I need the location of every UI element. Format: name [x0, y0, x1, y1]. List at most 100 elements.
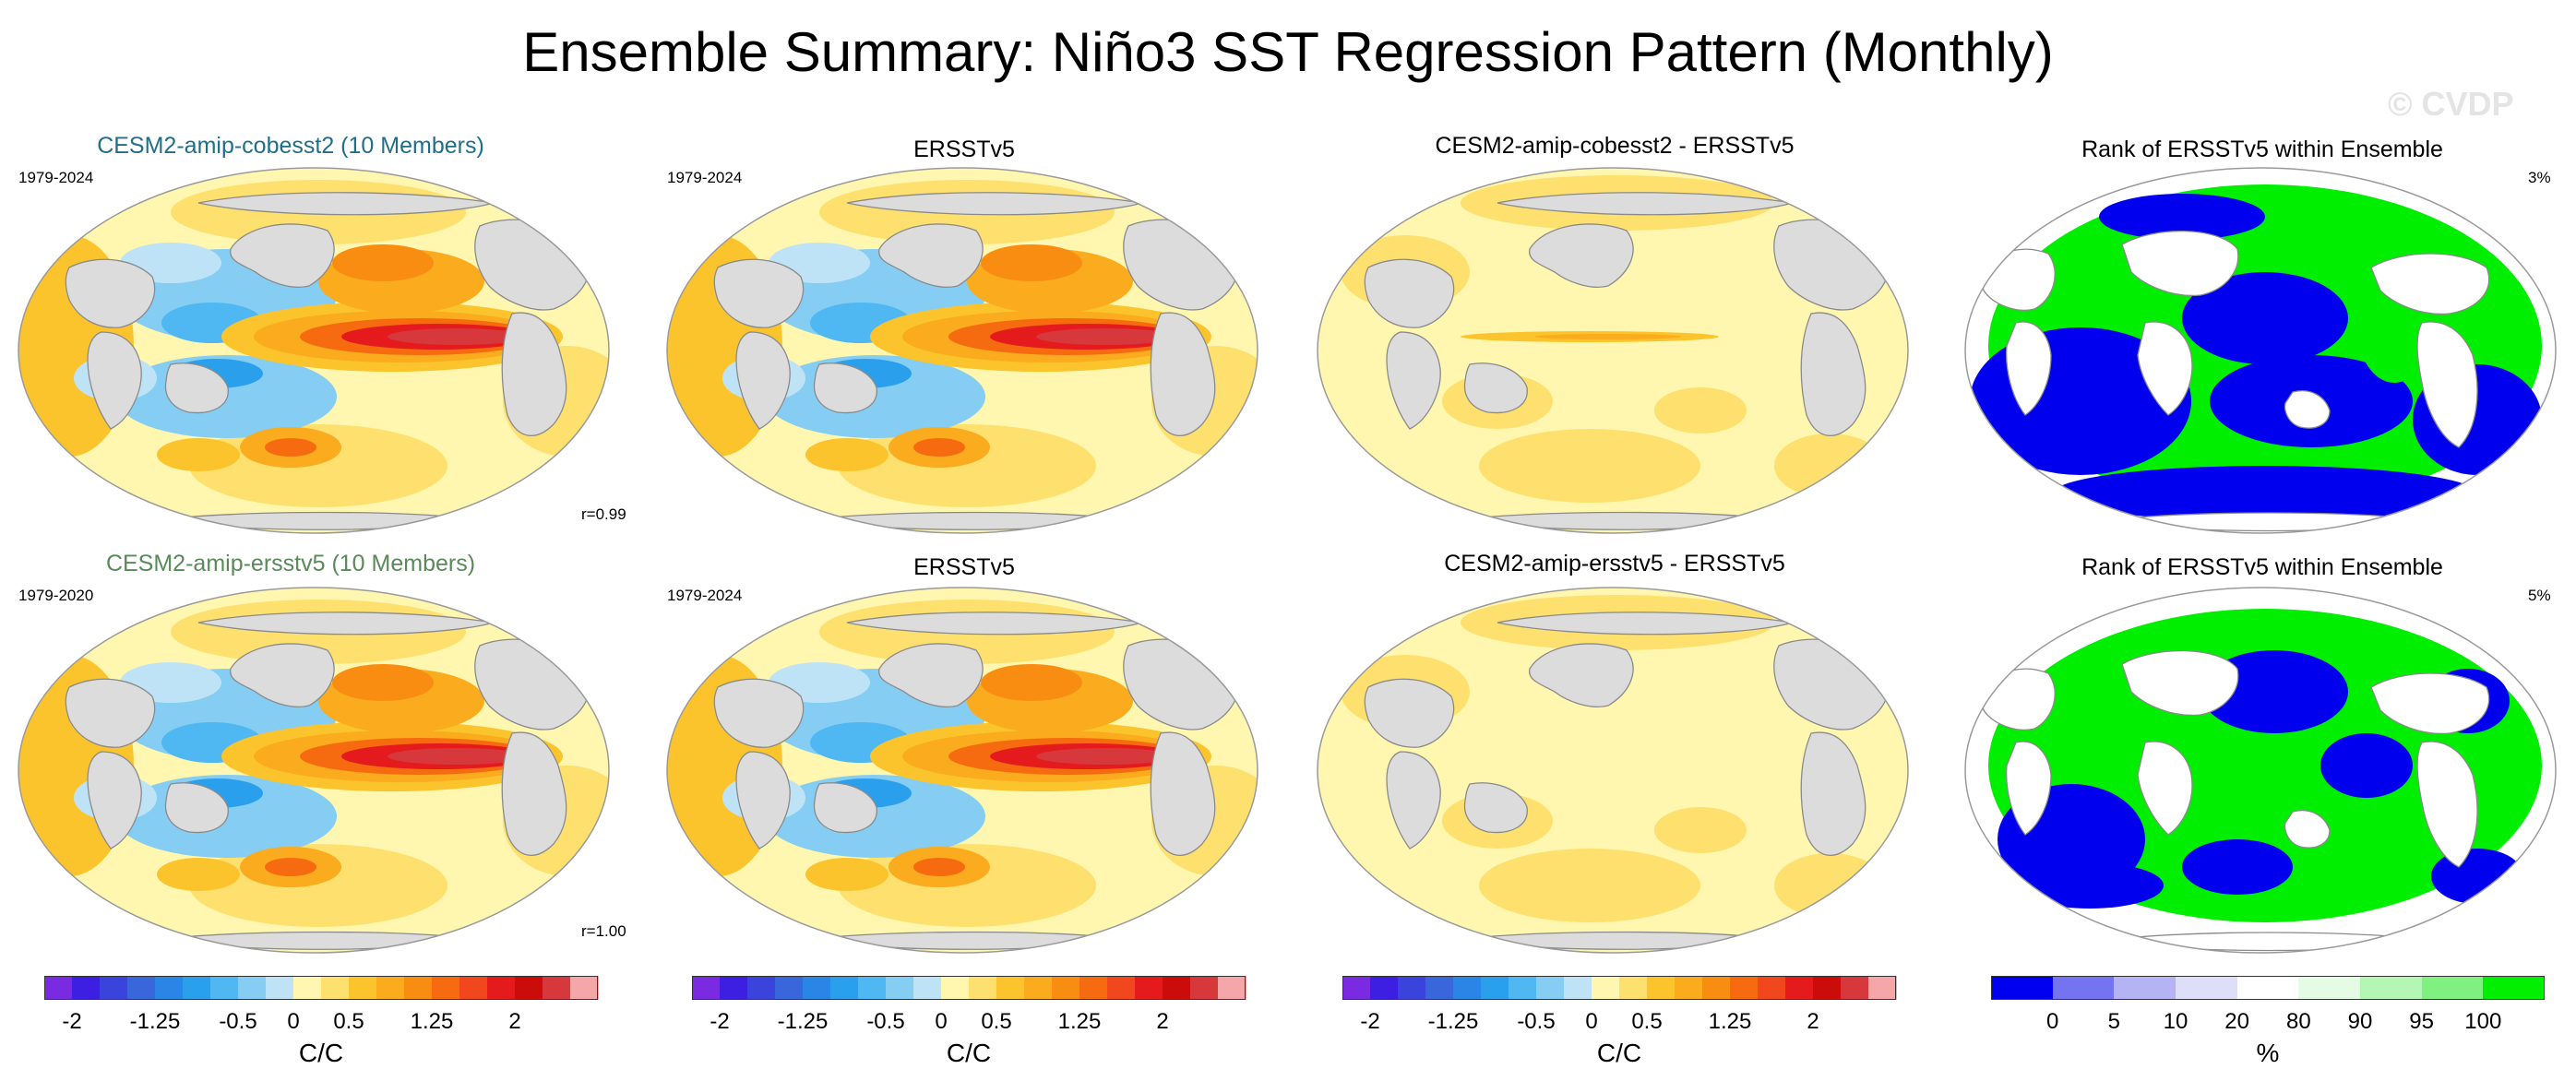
- warm-anomaly-region: [805, 438, 888, 471]
- figure-title: Ensemble Summary: Niño3 SST Regression P…: [522, 21, 2054, 83]
- enso-tongue: [1036, 748, 1175, 765]
- colorbar-swatch: [459, 976, 488, 1000]
- colorbar-tick-label: -2: [62, 1009, 82, 1034]
- diff-positive-region: [1774, 853, 1885, 918]
- land-mass: [1800, 731, 1866, 856]
- colorbar-frame: [1342, 976, 1896, 1000]
- panel-title: Rank of ERSSTv5 within Ensemble: [2081, 137, 2443, 162]
- colorbar-swatch: [570, 976, 599, 1000]
- colorbar-swatch: [183, 976, 211, 1000]
- colorbar-swatch: [1813, 976, 1842, 1000]
- colorbar-swatch: [293, 976, 322, 1000]
- colorbar-swatch: [692, 976, 721, 1000]
- colorbar-tick-label: -1.25: [129, 1009, 181, 1034]
- land-mass: [65, 678, 156, 748]
- map-svg: [1317, 587, 1909, 954]
- land-mass: [2370, 253, 2490, 315]
- colorbar-frame: [692, 976, 1246, 1000]
- land-mass: [1364, 678, 1455, 748]
- map-panel-ersstv5: [662, 581, 1262, 959]
- land-mass: [1529, 643, 1634, 707]
- colorbar-swatch: [996, 976, 1025, 1000]
- colorbar-sst: -2 -1.25 -0.5 0 0.5 1.25 2 C/C: [1342, 976, 1897, 1077]
- colorbar-swatch: [1163, 976, 1191, 1000]
- panel-period: 1979-2020: [18, 587, 94, 604]
- colorbar-sst: -2 -1.25 -0.5 0 0.5 1.25 2 C/C: [44, 976, 599, 1077]
- colorbar-swatch: [1868, 976, 1897, 1000]
- colorbar-swatch: [913, 976, 942, 1000]
- land-mass: [501, 312, 567, 436]
- colorbar-tick-label: 2: [508, 1009, 521, 1034]
- colorbar-tick-label: -2: [1360, 1009, 1380, 1034]
- land-mass: [713, 258, 805, 328]
- colorbar-swatch: [1079, 976, 1108, 1000]
- colorbar-swatch: [321, 976, 350, 1000]
- enso-tongue: [388, 328, 526, 345]
- colorbar-swatch: [349, 976, 377, 1000]
- land-mass: [501, 731, 567, 856]
- colorbar-swatch: [210, 976, 239, 1000]
- land-mass: [813, 782, 877, 834]
- panel-rank-percent: 3%: [2528, 169, 2551, 186]
- diff-positive-region: [1774, 434, 1885, 498]
- panel-title: CESM2-amip-ersstv5 (10 Members): [105, 551, 476, 576]
- panel-period: 1979-2024: [18, 169, 94, 186]
- colorbar-tick-label: 1.25: [1708, 1009, 1752, 1034]
- colorbar-tick-label: 5: [2107, 1009, 2120, 1034]
- cvdp-watermark: © CVDP: [2388, 85, 2514, 123]
- colorbar-swatch: [1135, 976, 1163, 1000]
- diff-positive-region: [1479, 849, 1700, 922]
- map-border: [1964, 167, 2557, 534]
- panel-title: CESM2-amip-cobesst2 - ERSSTv5: [1435, 133, 1795, 159]
- land-mass: [1529, 223, 1634, 288]
- land-mass: [2416, 321, 2478, 448]
- colorbar-swatch: [72, 976, 101, 1000]
- colorbar-tick-label: 0: [2045, 1009, 2059, 1034]
- colorbar-tick-label: 1.25: [1057, 1009, 1102, 1034]
- land-mass: [1150, 312, 1216, 436]
- land-mass: [735, 751, 791, 849]
- colorbar-swatch: [1619, 976, 1648, 1000]
- warm-anomaly-region: [913, 858, 965, 876]
- map-panel-rank: [1961, 161, 2560, 540]
- colorbar-swatch: [941, 976, 970, 1000]
- diff-positive-region: [1654, 807, 1747, 853]
- colorbar-tick-label: 2: [1156, 1009, 1169, 1034]
- land-mass: [878, 223, 984, 288]
- map-panel-cobesst2-ensemble: [14, 161, 614, 540]
- panel-title: ERSSTv5: [913, 554, 1015, 580]
- colorbar-swatch: [2298, 976, 2361, 1000]
- colorbar-swatch: [1730, 976, 1759, 1000]
- panel-pattern-correlation: r=1.00: [581, 922, 626, 940]
- land-mass: [2121, 649, 2239, 717]
- colorbar-swatch: [376, 976, 405, 1000]
- colorbar-swatch: [2360, 976, 2423, 1000]
- diff-positive-region: [1654, 387, 1747, 434]
- colorbar-swatch: [487, 976, 516, 1000]
- land-mass: [878, 643, 984, 707]
- panel-period: 1979-2024: [667, 587, 743, 604]
- colorbar-swatch: [2114, 976, 2176, 1000]
- enso-tongue: [1036, 328, 1175, 345]
- rank-low-region: [2182, 839, 2293, 895]
- colorbar-swatch: [1453, 976, 1482, 1000]
- colorbar-swatch: [2176, 976, 2238, 1000]
- colorbar-swatch: [432, 976, 460, 1000]
- panel-title: ERSSTv5: [913, 137, 1015, 162]
- colorbar-rank: 0 5 10 20 80 90 95 100%: [1991, 976, 2546, 1077]
- colorbar-tick-label: 0: [287, 1009, 300, 1034]
- colorbar-swatch: [1702, 976, 1731, 1000]
- map-border: [18, 587, 610, 954]
- land-mass: [164, 782, 229, 834]
- land-mass: [2370, 672, 2490, 735]
- land-mass: [1463, 362, 1528, 414]
- colorbar-swatch: [1841, 976, 1869, 1000]
- colorbar-swatch: [747, 976, 776, 1000]
- land-mass: [1150, 731, 1216, 856]
- colorbar-swatch: [803, 976, 831, 1000]
- colorbar-tick-label: 10: [2163, 1009, 2188, 1034]
- colorbar-swatch: [127, 976, 156, 1000]
- colorbar-swatch: [515, 976, 543, 1000]
- warm-anomaly-region: [805, 858, 888, 891]
- colorbar-swatch: [1190, 976, 1219, 1000]
